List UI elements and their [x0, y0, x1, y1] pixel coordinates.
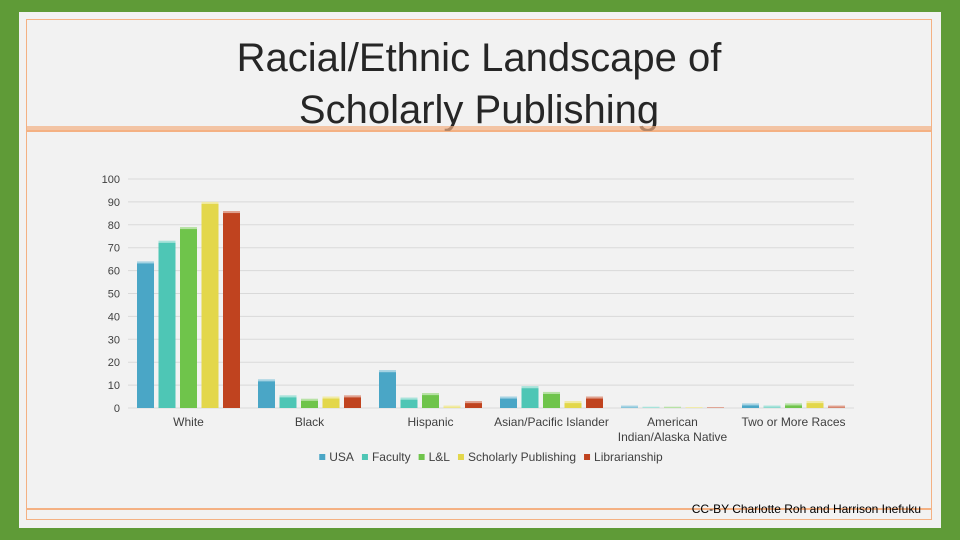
bar [586, 396, 603, 408]
bar [465, 401, 482, 408]
bar [806, 401, 824, 408]
legend-swatch [584, 454, 591, 460]
x-tick-label: Two or More Races [741, 415, 845, 429]
bar-highlight [742, 403, 759, 406]
x-tick-label: Hispanic [407, 415, 453, 429]
bar-highlight [443, 405, 461, 408]
bar-highlight [465, 401, 482, 404]
bar [223, 211, 240, 408]
bar-highlight [642, 406, 660, 408]
y-tick-label: 40 [108, 311, 120, 323]
bar-highlight [137, 261, 154, 264]
bar-chart: 0 10 20 30 40 50 60 70 80 90 100 White Black Hispanic… [102, 174, 854, 464]
bar [158, 240, 176, 408]
bar [258, 379, 275, 408]
x-tick-label: Black [295, 415, 325, 429]
bar-highlight [379, 370, 396, 373]
y-tick-label: 10 [108, 380, 120, 392]
y-tick-label: 30 [108, 334, 120, 346]
bar-highlight [564, 401, 582, 404]
bottom-rule [26, 508, 932, 510]
bar-highlight [500, 396, 517, 399]
bar-highlight [664, 406, 681, 408]
title-separator [26, 126, 932, 131]
bar-highlight [828, 405, 845, 408]
bar-highlight [201, 201, 219, 204]
bar-highlight [400, 397, 418, 400]
bar-highlight [322, 396, 340, 399]
x-tick-label-line: Black [295, 415, 325, 429]
y-tick-label: 20 [108, 357, 120, 369]
bar [785, 403, 802, 408]
bar-highlight [806, 401, 824, 404]
credit-text: CC-BY Charlotte Roh and Harrison Inefuku [691, 502, 921, 516]
content-box [26, 131, 932, 520]
title-line-2: Scholarly Publishing [298, 88, 660, 132]
bar-highlight [621, 405, 638, 408]
x-tick-label-line: White [173, 415, 204, 429]
y-tick-label: 60 [108, 266, 120, 278]
title-line-1: Racial/Ethnic Landscape of [236, 36, 722, 80]
y-tick-label: 90 [108, 197, 120, 209]
bar [521, 386, 539, 408]
y-tick-label: 100 [102, 174, 120, 186]
bar [564, 401, 582, 408]
legend-swatch [457, 454, 464, 460]
bar [379, 370, 396, 408]
y-tick-label: 70 [108, 243, 120, 255]
bar [180, 227, 197, 408]
title-box: Racial/Ethnic Landscape of Scholarly Pub… [26, 19, 932, 132]
legend-label: L&L [429, 450, 451, 464]
bar-highlight [543, 391, 560, 394]
bar [500, 396, 517, 408]
x-tick-label-line: American [647, 415, 698, 429]
bar-highlight [258, 379, 275, 382]
bar [422, 393, 439, 408]
legend-label: Librarianship [594, 450, 663, 464]
slide-title: Racial/Ethnic Landscape of Scholarly Pub… [179, 32, 779, 136]
x-tick-label-line: Two or More Races [741, 415, 845, 429]
bar-highlight [763, 405, 781, 408]
bar-highlight [707, 407, 724, 408]
bar-highlight [223, 211, 240, 214]
bar [137, 261, 154, 408]
legend-swatch [418, 454, 425, 460]
bar [742, 403, 759, 408]
bar-highlight [344, 395, 361, 398]
legend-swatch [319, 454, 326, 460]
bar [344, 395, 361, 408]
bar-highlight [422, 393, 439, 396]
bar [400, 397, 418, 408]
bar-highlight [586, 396, 603, 399]
bar [279, 395, 297, 408]
bar-highlight [785, 403, 802, 406]
legend-label: Scholarly Publishing [468, 450, 576, 464]
x-tick-label: White [173, 415, 204, 429]
bar [543, 391, 560, 408]
bar [201, 201, 219, 408]
legend-label: USA [329, 450, 354, 464]
slide: Racial/Ethnic Landscape of Scholarly Pub… [19, 12, 941, 528]
y-tick-label: 0 [114, 403, 120, 415]
bar-highlight [521, 386, 539, 389]
x-tick-label: Asian/Pacific Islander [494, 415, 609, 429]
legend-swatch [361, 454, 368, 460]
y-tick-label: 50 [108, 289, 120, 301]
bar-highlight [685, 407, 703, 408]
legend-label: Faculty [372, 450, 411, 464]
y-tick-label: 80 [108, 220, 120, 232]
bar [301, 398, 318, 408]
bar [322, 396, 340, 408]
x-tick-label-line: Indian/Alaska Native [618, 430, 728, 444]
bar-highlight [158, 240, 176, 243]
x-tick-label-line: Hispanic [407, 415, 453, 429]
bar-highlight [279, 395, 297, 398]
x-tick-label: American Indian/Alaska Native [618, 415, 728, 444]
bar-highlight [301, 398, 318, 401]
x-tick-label-line: Asian/Pacific Islander [494, 415, 609, 429]
bar-highlight [180, 227, 197, 230]
